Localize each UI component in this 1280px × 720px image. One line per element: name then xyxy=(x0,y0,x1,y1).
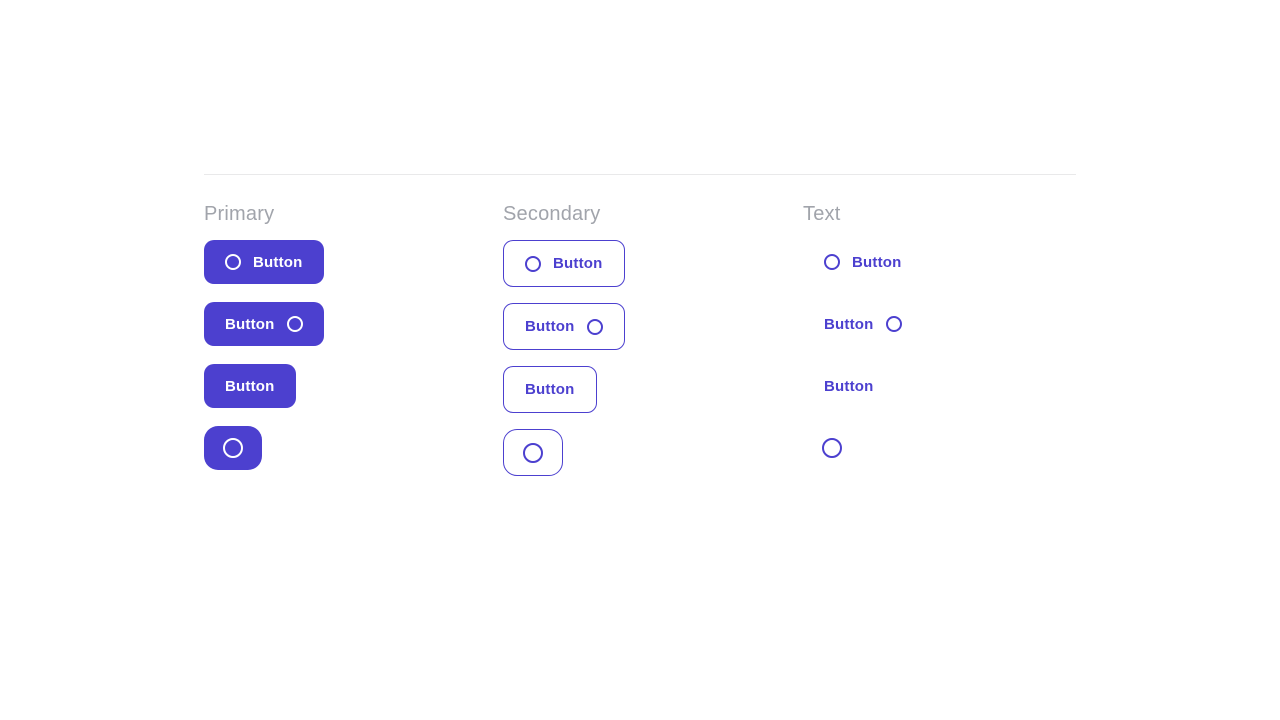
circle-icon xyxy=(885,316,902,332)
button-rows: Button Button Button xyxy=(803,240,923,470)
primary-button-leading-icon[interactable]: Button xyxy=(204,240,324,284)
button-label: Button xyxy=(852,253,902,271)
button-label: Button xyxy=(553,255,603,272)
section-heading-text: Text xyxy=(803,203,841,225)
section-heading-secondary: Secondary xyxy=(503,203,601,225)
button-label: Button xyxy=(525,381,575,398)
secondary-button-label-only[interactable]: Button xyxy=(503,366,597,413)
primary-button-label-only[interactable]: Button xyxy=(204,364,296,408)
text-button-label-only[interactable]: Button xyxy=(803,364,895,408)
circle-icon xyxy=(525,255,541,272)
buttons-showcase: Primary Button Button Button xyxy=(204,199,1076,476)
secondary-button-trailing-icon[interactable]: Button xyxy=(503,303,625,350)
circle-icon xyxy=(586,318,603,335)
button-section-secondary: Secondary Button Button Button xyxy=(503,199,803,476)
button-label: Button xyxy=(225,377,275,395)
button-label: Button xyxy=(225,315,275,333)
button-section-primary: Primary Button Button Button xyxy=(204,199,503,476)
primary-button-icon-only[interactable] xyxy=(204,426,262,470)
button-rows: Button Button Button xyxy=(204,240,324,470)
button-label: Button xyxy=(253,253,303,271)
circle-icon xyxy=(822,438,842,458)
section-divider xyxy=(204,174,1076,175)
section-heading-primary: Primary xyxy=(204,203,275,225)
text-button-leading-icon[interactable]: Button xyxy=(803,240,923,284)
button-label: Button xyxy=(525,318,575,335)
secondary-button-icon-only[interactable] xyxy=(503,429,563,476)
circle-icon xyxy=(223,438,243,458)
secondary-button-leading-icon[interactable]: Button xyxy=(503,240,625,287)
button-rows: Button Button Button xyxy=(503,240,625,476)
circle-icon xyxy=(824,254,840,270)
text-button-icon-only[interactable] xyxy=(803,426,861,470)
circle-icon xyxy=(225,254,241,270)
circle-icon xyxy=(286,316,303,332)
button-label: Button xyxy=(824,315,874,333)
text-button-trailing-icon[interactable]: Button xyxy=(803,302,923,346)
button-section-text: Text Button Button Button xyxy=(803,199,1076,476)
circle-icon xyxy=(523,442,543,463)
primary-button-trailing-icon[interactable]: Button xyxy=(204,302,324,346)
button-label: Button xyxy=(824,377,874,395)
